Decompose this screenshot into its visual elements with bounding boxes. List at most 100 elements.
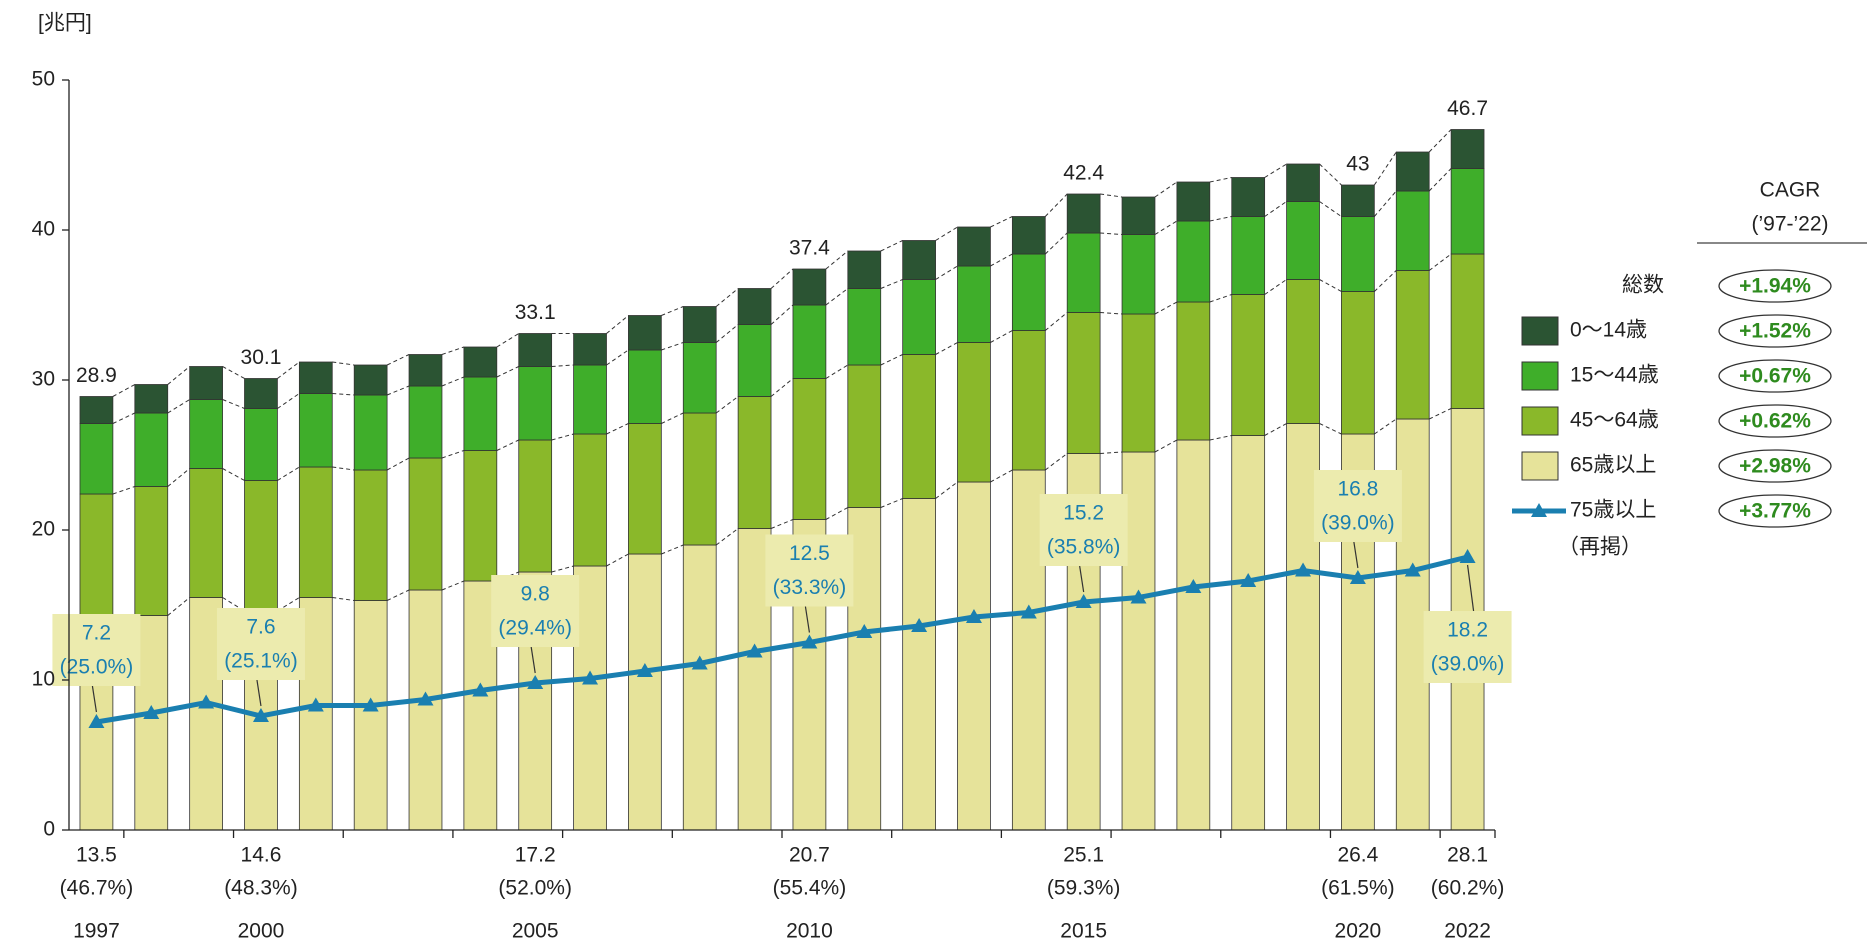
connector	[1264, 201, 1287, 217]
cagr-oval	[1718, 314, 1832, 348]
connector	[551, 565, 574, 573]
connector	[386, 385, 410, 396]
label-box	[765, 534, 854, 607]
cagr-oval	[1718, 359, 1832, 393]
bar-segment	[737, 324, 772, 397]
y-axis-label: [兆円]	[38, 12, 92, 35]
bar-segment	[353, 600, 388, 831]
cagr-period: (’97-’22)	[1751, 213, 1828, 236]
bar-segment	[189, 399, 223, 469]
connector	[386, 354, 410, 366]
bar-segment	[408, 589, 443, 831]
connector	[1319, 279, 1342, 292]
bar-segment	[1341, 291, 1375, 435]
x-tick-label: 2015	[1060, 920, 1107, 943]
bar-segment	[792, 378, 827, 520]
bar-segment	[1066, 232, 1101, 313]
connector	[332, 597, 355, 601]
line-share-label: (39.0%)	[1321, 512, 1395, 535]
leader	[256, 679, 262, 707]
connector	[386, 589, 410, 601]
connector	[1100, 193, 1123, 198]
bar-segment	[463, 450, 498, 582]
bar-segment	[1176, 301, 1211, 441]
connector	[770, 268, 794, 289]
line-share-label: (25.0%)	[60, 656, 134, 679]
connector	[1264, 423, 1287, 436]
bar-segment	[1176, 439, 1211, 831]
line-value-label: 16.8	[1337, 478, 1378, 501]
connector	[661, 306, 684, 316]
connector	[1264, 163, 1287, 178]
label-box	[1423, 611, 1512, 683]
x-tick-label: 2000	[238, 920, 285, 943]
x-tick-label: 2005	[512, 920, 559, 943]
elderly-value: 20.7	[789, 844, 830, 867]
line-marker	[1020, 604, 1037, 619]
connector	[715, 288, 739, 307]
line-marker	[746, 643, 763, 658]
connector	[1319, 423, 1342, 435]
cagr-title: CAGR	[1760, 179, 1821, 202]
bar-segment	[353, 469, 388, 601]
cagr-value: +1.52%	[1739, 320, 1811, 343]
connector	[880, 354, 903, 366]
total-label: 37.4	[789, 237, 830, 260]
connector	[825, 250, 849, 270]
bar-segment	[134, 412, 169, 487]
cagr-value: +2.98%	[1739, 455, 1811, 478]
connector	[1154, 301, 1178, 315]
connector	[825, 364, 849, 379]
connector	[770, 378, 794, 397]
bar-segment	[902, 240, 936, 280]
bar-segment	[682, 342, 717, 414]
y-tick-label: 30	[32, 368, 55, 391]
connector	[386, 457, 410, 471]
line-marker	[1185, 579, 1202, 593]
line-marker	[472, 682, 489, 697]
connector	[606, 553, 629, 567]
line	[96, 554, 1469, 725]
line-marker	[1130, 589, 1147, 604]
bar-segment	[1121, 313, 1156, 453]
connector	[1428, 129, 1452, 153]
bar-segment	[792, 304, 827, 379]
connector	[167, 597, 190, 616]
connector	[935, 342, 958, 355]
connector	[332, 393, 355, 396]
bar-segment	[298, 597, 333, 831]
legend-note: （再掲）	[1558, 536, 1642, 559]
connector	[441, 450, 465, 459]
connector	[935, 226, 958, 241]
bar-segment	[1286, 279, 1320, 424]
bar-segment	[737, 288, 772, 325]
bar-segment	[1121, 234, 1156, 315]
elderly-value: 28.1	[1447, 844, 1488, 867]
line-layer	[88, 549, 1476, 728]
cagr-value: +0.62%	[1739, 410, 1811, 433]
bar-segment	[847, 250, 882, 289]
connectors	[112, 129, 1452, 628]
connector	[770, 304, 794, 325]
connector	[496, 333, 520, 348]
bar-segment	[244, 480, 278, 612]
connector	[112, 412, 136, 424]
bar-segment	[79, 396, 114, 424]
elderly-share: (55.4%)	[773, 877, 847, 900]
connector	[1209, 177, 1232, 183]
bar-segment	[682, 544, 717, 831]
bar-segment	[1231, 177, 1266, 217]
bar-segment	[134, 384, 169, 414]
bar-segment	[1450, 129, 1485, 169]
connector	[277, 597, 300, 612]
connector	[880, 279, 903, 289]
legend-label: 45〜64歳	[1570, 409, 1659, 432]
bar-segment	[463, 346, 498, 378]
bar-segment	[1395, 151, 1430, 192]
elderly-value: 25.1	[1063, 844, 1104, 867]
total-label: 28.9	[76, 364, 117, 387]
line-marker	[198, 694, 215, 709]
connector	[1100, 451, 1123, 454]
y-tick-label: 40	[32, 218, 55, 241]
bar-segment	[244, 378, 278, 409]
